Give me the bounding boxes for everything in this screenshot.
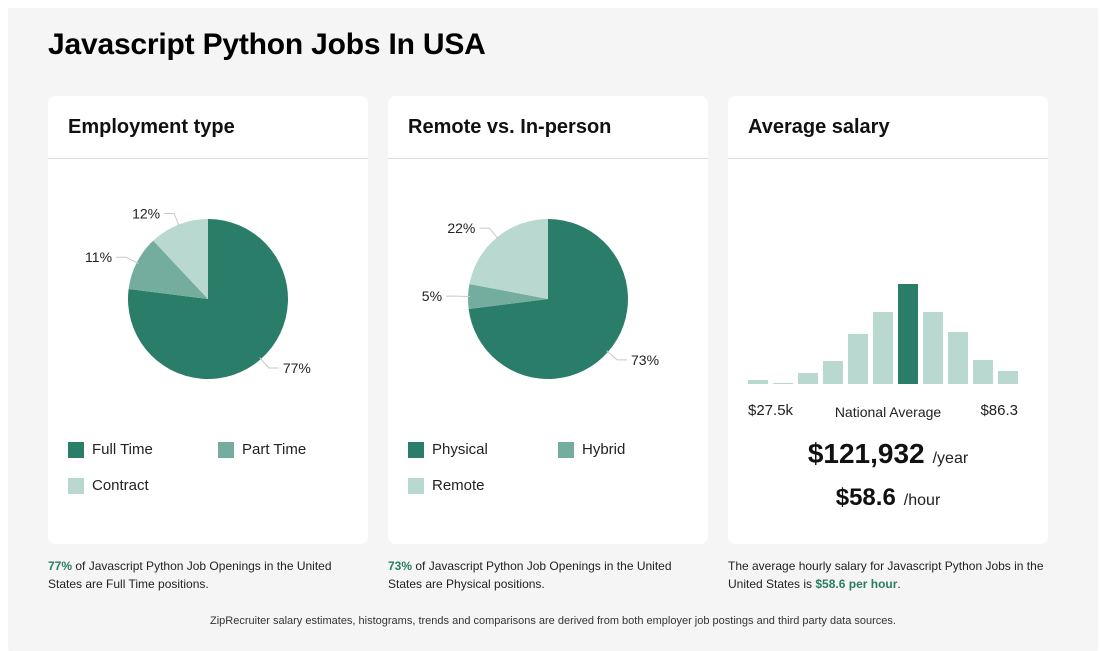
yearly-salary-value: $121,932 bbox=[807, 438, 925, 469]
employment-percent-label: 12% bbox=[132, 205, 160, 221]
remote-slice-hybrid bbox=[468, 284, 548, 310]
histogram-bar bbox=[923, 312, 943, 384]
legend-label: Hybrid bbox=[582, 441, 626, 458]
histogram-bar bbox=[998, 371, 1018, 384]
remote-leader-line bbox=[479, 227, 499, 240]
remote-pie-chart: 73% 5% 22% bbox=[422, 219, 659, 379]
legend-swatch-dark bbox=[68, 441, 84, 458]
legend-swatch-mid bbox=[558, 441, 574, 458]
histogram-bar bbox=[873, 312, 893, 384]
legend-remote: Remote bbox=[408, 477, 485, 494]
page-background: Javascript Python Jobs In USA Employment… bbox=[8, 8, 1098, 651]
legend-label: Contract bbox=[92, 477, 149, 494]
legend-swatch-light bbox=[408, 477, 424, 494]
caption-highlight: $58.6 per hour bbox=[815, 577, 898, 591]
caption-highlight: 77% bbox=[48, 559, 73, 573]
salary-range-low: $27.5k bbox=[748, 402, 794, 419]
legend-label: Physical bbox=[432, 441, 488, 458]
remote-caption: 73% of Javascript Python Job Openings in… bbox=[388, 557, 688, 593]
caption-text-end: . bbox=[897, 577, 901, 591]
caption-text: of Javascript Python Job Openings in the… bbox=[388, 559, 672, 591]
employment-slice-contract bbox=[153, 219, 208, 299]
employment-type-title: Employment type bbox=[68, 116, 235, 138]
legend-label: Full Time bbox=[92, 441, 153, 458]
employment-pie-chart: 77% 11% 12% bbox=[85, 205, 311, 379]
legend-swatch-dark bbox=[408, 441, 424, 458]
employment-percent-label: 77% bbox=[283, 360, 311, 376]
salary-range-high: $86.3 bbox=[980, 402, 1018, 419]
legend-label: Part Time bbox=[242, 441, 307, 458]
yearly-salary-row: $121,932/year bbox=[728, 438, 1048, 470]
employment-leader-line bbox=[116, 256, 139, 265]
histogram-bar bbox=[848, 334, 868, 384]
employment-leader-line bbox=[164, 212, 180, 227]
remote-percent-label: 22% bbox=[447, 220, 475, 236]
employment-leader-line bbox=[259, 357, 279, 369]
histogram-bar bbox=[823, 361, 843, 384]
legend-full-time: Full Time bbox=[68, 441, 153, 458]
footer-disclaimer: ZipRecruiter salary estimates, histogram… bbox=[210, 615, 896, 627]
remote-slice-remote bbox=[469, 219, 548, 299]
salary-caption: The average hourly salary for Javascript… bbox=[728, 557, 1058, 593]
employment-caption: 77% of Javascript Python Job Openings in… bbox=[48, 557, 348, 593]
yearly-unit: /year bbox=[932, 450, 969, 467]
card-divider bbox=[48, 158, 368, 159]
histogram-bar bbox=[948, 332, 968, 384]
page-title: Javascript Python Jobs In USA bbox=[48, 28, 486, 61]
average-salary-title: Average salary bbox=[748, 116, 890, 138]
histogram-bar bbox=[973, 360, 993, 384]
histogram-bar bbox=[798, 373, 818, 384]
employment-type-card: Employment type 77% 11% 12% Full Time Part… bbox=[48, 96, 368, 544]
legend-hybrid: Hybrid bbox=[558, 441, 625, 458]
remote-percent-label: 73% bbox=[631, 352, 659, 368]
legend-swatch-light bbox=[68, 477, 84, 494]
hourly-salary-row: $58.6/hour bbox=[728, 484, 1048, 512]
hourly-unit: /hour bbox=[903, 492, 941, 509]
legend-contract: Contract bbox=[68, 477, 149, 494]
histogram-bar bbox=[773, 383, 793, 384]
hourly-salary-value: $58.6 bbox=[835, 484, 896, 511]
card-divider bbox=[388, 158, 708, 159]
employment-slice-part-time bbox=[128, 240, 208, 299]
remote-leader-line bbox=[606, 350, 628, 361]
remote-vs-inperson-card: Remote vs. In-person 73% 5% 22% Physical H… bbox=[388, 96, 708, 544]
caption-highlight: 73% bbox=[388, 559, 413, 573]
average-salary-card: Average salary $27.5k National Average $… bbox=[728, 96, 1048, 544]
remote-slice-physical bbox=[468, 219, 628, 379]
national-average-label: National Average bbox=[834, 404, 942, 420]
histogram-bar bbox=[748, 380, 768, 384]
salary-histogram bbox=[748, 284, 1018, 384]
remote-percent-label: 5% bbox=[422, 288, 442, 304]
legend-swatch-mid bbox=[218, 441, 234, 458]
remote-title: Remote vs. In-person bbox=[408, 116, 612, 138]
legend-label: Remote bbox=[432, 477, 485, 494]
legend-physical: Physical bbox=[408, 441, 488, 458]
histogram-bar-average bbox=[898, 284, 918, 384]
card-divider bbox=[728, 158, 1048, 159]
caption-text: The average hourly salary for Javascript… bbox=[728, 559, 1044, 591]
legend-part-time: Part Time bbox=[218, 441, 306, 458]
employment-percent-label: 11% bbox=[85, 249, 112, 265]
caption-text: of Javascript Python Job Openings in the… bbox=[48, 559, 332, 591]
